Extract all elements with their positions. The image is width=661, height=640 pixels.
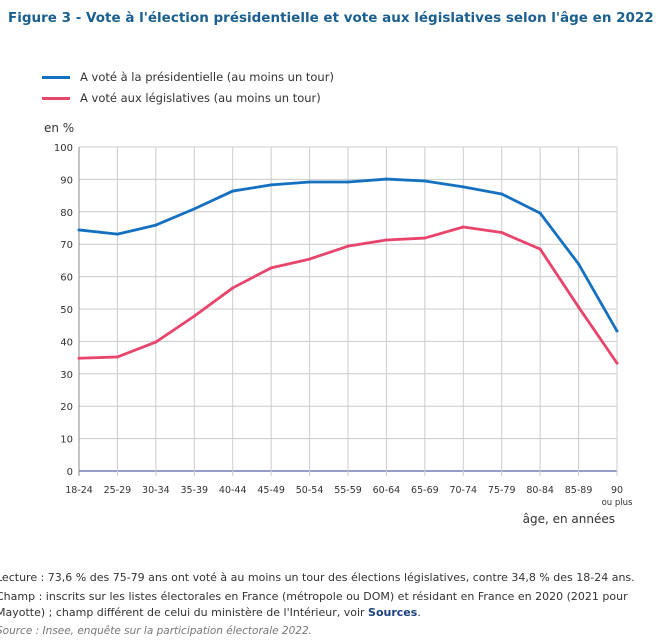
y-tick-label: 40 — [60, 337, 73, 348]
y-tick-label: 70 — [60, 240, 73, 251]
data-point — [115, 232, 119, 236]
x-tick-label: 40-44 — [219, 485, 247, 496]
data-point — [77, 228, 81, 232]
x-tick-label: 18-24 — [65, 485, 93, 496]
x-tick-label: 45-49 — [257, 485, 285, 496]
x-tick-label: 70-74 — [449, 485, 477, 496]
data-point — [231, 286, 235, 290]
x-tick-label: 85-89 — [565, 485, 593, 496]
x-tick-label: 75-79 — [488, 485, 516, 496]
x-axis-label: âge, en années — [523, 512, 615, 526]
y-tick-label: 60 — [60, 273, 73, 284]
data-point — [115, 355, 119, 359]
champ-note-line1: Champ : inscrits sur les listes électora… — [0, 590, 628, 603]
x-tick-label: 60-64 — [373, 485, 401, 496]
data-point — [615, 329, 619, 333]
data-point — [500, 231, 504, 235]
data-point — [615, 361, 619, 365]
y-tick-label: 20 — [60, 402, 73, 413]
y-tick-label: 10 — [60, 435, 73, 446]
x-tick-sublabel: ou plus — [602, 498, 633, 508]
data-point — [308, 180, 312, 184]
figure-title: Figure 3 - Vote à l'élection présidentie… — [8, 10, 654, 26]
y-tick-label: 80 — [60, 208, 73, 219]
source-note: Source : Insee, enquête sur la participa… — [0, 625, 312, 637]
champ-note-line2: Mayotte) ; champ différent de celui du m… — [0, 606, 421, 619]
data-point — [384, 177, 388, 181]
champ-text: Mayotte) ; champ différent de celui du m… — [0, 606, 369, 619]
y-tick-label: 50 — [60, 305, 73, 316]
data-point — [423, 179, 427, 183]
data-point — [423, 236, 427, 240]
x-tick-label: 30-34 — [142, 485, 170, 496]
x-tick-label: 65-69 — [411, 485, 439, 496]
data-point — [538, 211, 542, 215]
data-point — [461, 185, 465, 189]
legend-swatch — [42, 96, 70, 100]
y-axis-label: en % — [44, 121, 75, 135]
champ-end: . — [417, 606, 421, 619]
y-tick-label: 30 — [60, 370, 73, 381]
data-point — [346, 244, 350, 248]
data-point — [308, 257, 312, 261]
x-tick-label: 80-84 — [526, 485, 554, 496]
data-point — [154, 223, 158, 227]
y-tick-label: 0 — [67, 467, 73, 478]
legend-label: A voté à la présidentielle (au moins un … — [80, 70, 334, 84]
x-tick-label: 50-54 — [296, 485, 324, 496]
legend-item-presidentielle: A voté à la présidentielle (au moins un … — [42, 70, 334, 84]
x-tick-label: 55-59 — [334, 485, 362, 496]
y-tick-label: 90 — [60, 175, 73, 186]
legend-swatch — [42, 75, 70, 79]
data-point — [461, 225, 465, 229]
legend-label: A voté aux législatives (au moins un tou… — [80, 91, 321, 105]
data-point — [346, 180, 350, 184]
x-tick-label: 90 — [611, 485, 623, 496]
data-point — [192, 207, 196, 211]
line-chart: 0 10 20 30 40 50 60 70 80 90 100 18-24 25-29 30-34 35-… — [54, 143, 633, 526]
y-tick-label: 100 — [54, 143, 73, 154]
data-point — [500, 192, 504, 196]
x-tick-label: 35-39 — [180, 485, 208, 496]
data-point — [577, 262, 581, 266]
x-tick-label: 25-29 — [104, 485, 132, 496]
data-point — [577, 305, 581, 309]
data-point — [231, 189, 235, 193]
data-point — [154, 340, 158, 344]
data-point — [384, 238, 388, 242]
data-point — [269, 183, 273, 187]
sources-link[interactable]: Sources — [368, 606, 418, 619]
data-point — [538, 247, 542, 251]
data-point — [77, 356, 81, 360]
lecture-note: Lecture : 73,6 % des 75-79 ans ont voté … — [0, 571, 635, 584]
legend-item-legislatives: A voté aux législatives (au moins un tou… — [42, 91, 321, 105]
data-point — [192, 314, 196, 318]
data-point — [269, 266, 273, 270]
